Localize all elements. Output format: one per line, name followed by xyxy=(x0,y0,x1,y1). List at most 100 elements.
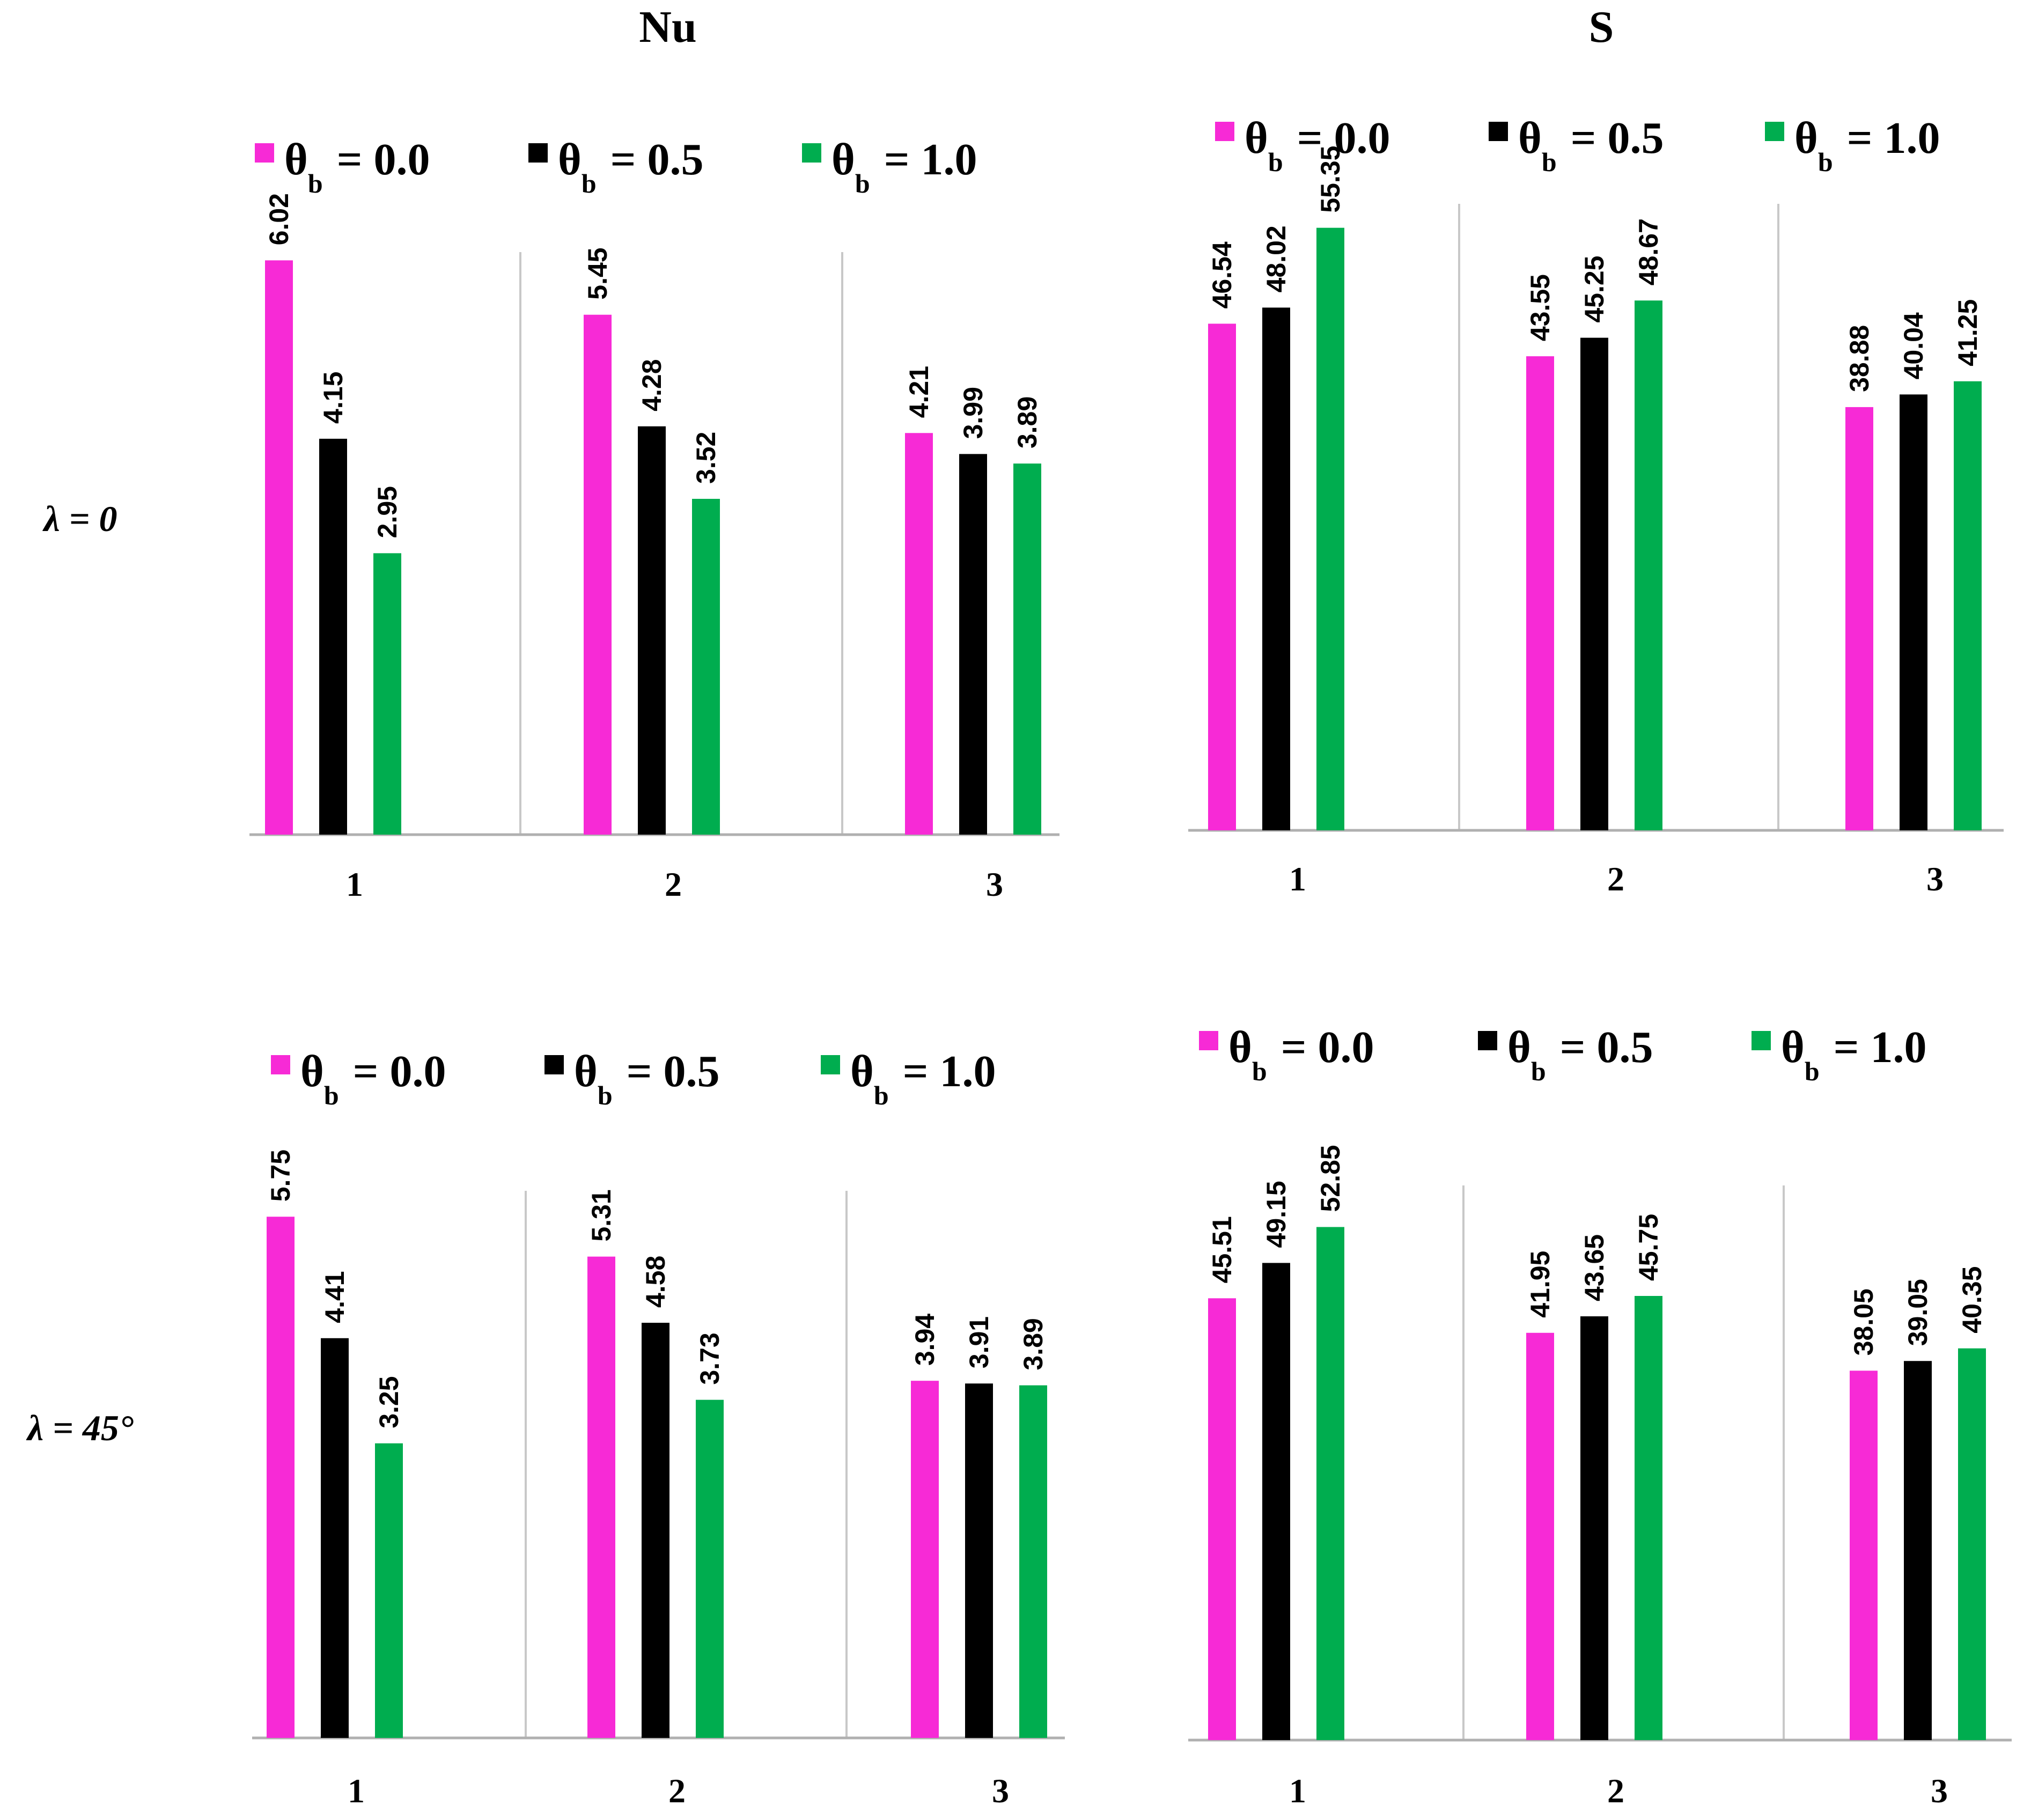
chart-nu-45-value-label-cat1-series1: 4.41 xyxy=(320,1271,350,1323)
column-title-nu: Nu xyxy=(639,2,696,52)
chart-s-45-value-label-cat3-series1: 39.05 xyxy=(1903,1279,1933,1346)
row-label-lambda-45: λ = 45° xyxy=(26,1408,134,1448)
chart-s-0-bar-cat1-series2 xyxy=(1316,227,1344,830)
chart-nu-45-bar-cat2-series0 xyxy=(587,1256,615,1738)
chart-nu-0-bar-cat1-series1 xyxy=(319,438,347,835)
chart-nu-0-value-label-cat3-series2: 3.89 xyxy=(1012,396,1042,448)
chart-s-45-bar-cat1-series2 xyxy=(1316,1227,1344,1740)
chart-nu-45-legend-label-1: θb = 0.5 xyxy=(574,1047,720,1110)
chart-s-0-value-label-cat2-series2: 48.67 xyxy=(1633,218,1664,285)
chart-s-45-bar-cat2-series1 xyxy=(1580,1316,1608,1740)
chart-s-45-value-label-cat2-series0: 41.95 xyxy=(1525,1251,1555,1318)
chart-s-0-value-label-cat2-series1: 45.25 xyxy=(1579,256,1609,323)
chart-nu-45-value-label-cat2-series0: 5.31 xyxy=(586,1189,616,1241)
chart-s-0-bar-cat2-series0 xyxy=(1526,356,1554,830)
chart-nu-0: θb = 0.0 θb = 0.5 θb = 1.0 6.02 4.15 2.95 1 5.45 4.… xyxy=(249,135,1059,903)
chart-s-45-value-label-cat1-series0: 45.51 xyxy=(1207,1216,1237,1283)
chart-nu-45-bar-cat1-series2 xyxy=(375,1443,403,1738)
chart-s-45-bar-cat1-series1 xyxy=(1262,1263,1290,1740)
row-label-lambda-0: λ = 0 xyxy=(42,498,117,539)
chart-s-0-bar-cat3-series2 xyxy=(1954,381,1982,830)
chart-nu-45-category-label-3: 3 xyxy=(992,1772,1009,1810)
chart-s-45-legend-swatch-0 xyxy=(1199,1031,1218,1050)
chart-s-0-bar-cat3-series1 xyxy=(1900,394,1927,830)
chart-nu-45-category-label-1: 1 xyxy=(348,1772,365,1810)
chart-nu-0-legend-label-2: θb = 1.0 xyxy=(831,135,977,198)
chart-s-0-legend-swatch-0 xyxy=(1215,122,1234,141)
chart-s-0-value-label-cat3-series2: 41.25 xyxy=(1953,299,1983,366)
chart-s-0-legend-swatch-1 xyxy=(1489,122,1508,141)
chart-s-45-category-label-1: 1 xyxy=(1289,1772,1306,1810)
chart-nu-0-value-label-cat2-series1: 4.28 xyxy=(637,359,667,411)
chart-s-0-bar-cat1-series0 xyxy=(1208,323,1236,830)
chart-nu-45-legend-label-0: θb = 0.0 xyxy=(300,1047,446,1110)
chart-s-45-value-label-cat3-series2: 40.35 xyxy=(1957,1266,1987,1333)
chart-nu-45-bar-cat2-series2 xyxy=(696,1399,724,1738)
chart-s-0-bar-cat3-series0 xyxy=(1845,407,1873,830)
chart-s-45-bar-cat3-series0 xyxy=(1850,1370,1878,1740)
chart-nu-45-value-label-cat1-series0: 5.75 xyxy=(266,1150,296,1202)
chart-nu-0-value-label-cat1-series1: 4.15 xyxy=(318,372,348,424)
chart-s-45-legend-label-1: θb = 0.5 xyxy=(1507,1022,1653,1086)
chart-nu-0-value-label-cat2-series0: 5.45 xyxy=(583,247,613,299)
chart-s-45-value-label-cat1-series1: 49.15 xyxy=(1261,1181,1291,1248)
chart-nu-45-legend-label-2: θb = 1.0 xyxy=(850,1047,996,1110)
chart-s-45-bar-cat2-series2 xyxy=(1635,1296,1662,1740)
chart-nu-0-bar-cat3-series0 xyxy=(905,433,933,835)
chart-nu-45-bar-cat1-series1 xyxy=(321,1338,349,1738)
chart-s-45-legend-swatch-1 xyxy=(1478,1031,1497,1050)
chart-nu-0-legend-swatch-2 xyxy=(802,143,821,163)
chart-nu-0-value-label-cat2-series2: 3.52 xyxy=(691,432,721,484)
chart-s-45: θb = 0.0 θb = 0.5 θb = 1.0 45.51 49.15 52.85 1 41.… xyxy=(1188,1022,2012,1810)
chart-nu-45-value-label-cat2-series1: 4.58 xyxy=(641,1256,671,1308)
chart-nu-0-category-label-2: 2 xyxy=(665,865,682,903)
chart-s-0-value-label-cat2-series0: 43.55 xyxy=(1525,274,1555,341)
chart-s-0-value-label-cat1-series1: 48.02 xyxy=(1261,225,1291,292)
chart-nu-0-category-label-3: 3 xyxy=(986,865,1003,903)
chart-s-0-value-label-cat3-series0: 38.88 xyxy=(1844,325,1874,392)
chart-s-45-value-label-cat2-series2: 45.75 xyxy=(1633,1214,1664,1281)
chart-s-0-value-label-cat3-series1: 40.04 xyxy=(1898,312,1929,379)
chart-s-45-legend-label-0: θb = 0.0 xyxy=(1228,1022,1374,1086)
chart-nu-0-legend-swatch-1 xyxy=(528,143,548,163)
chart-s-0: θb = 0.0 θb = 0.5 θb = 1.0 46.54 48.02 55.35 1 43.… xyxy=(1188,113,2004,898)
chart-nu-0-legend-label-0: θb = 0.0 xyxy=(284,135,430,198)
chart-nu-0-bar-cat2-series2 xyxy=(692,498,720,835)
chart-nu-0-bar-cat2-series0 xyxy=(584,314,612,835)
chart-s-0-legend-swatch-2 xyxy=(1765,122,1784,141)
chart-s-0-bar-cat2-series2 xyxy=(1635,300,1662,830)
chart-nu-0-category-label-1: 1 xyxy=(346,865,363,903)
chart-s-0-bar-cat2-series1 xyxy=(1580,337,1608,830)
chart-s-45-value-label-cat2-series1: 43.65 xyxy=(1579,1234,1609,1301)
chart-nu-0-bar-cat1-series2 xyxy=(373,553,401,835)
chart-s-45-value-label-cat3-series0: 38.05 xyxy=(1849,1288,1879,1355)
chart-nu-45-legend-swatch-2 xyxy=(821,1055,840,1074)
chart-nu-45-bar-cat3-series2 xyxy=(1019,1385,1047,1738)
chart-s-45-category-label-3: 3 xyxy=(1931,1772,1948,1810)
chart-nu-0-bar-cat3-series1 xyxy=(959,454,987,835)
chart-s-0-bar-cat1-series1 xyxy=(1262,307,1290,830)
chart-nu-0-legend-swatch-0 xyxy=(255,143,274,163)
chart-s-45-bar-cat3-series2 xyxy=(1958,1348,1986,1740)
chart-nu-0-legend-label-1: θb = 0.5 xyxy=(558,135,704,198)
chart-nu-45-value-label-cat2-series2: 3.73 xyxy=(695,1332,725,1384)
chart-panels: θb = 0.0 θb = 0.5 θb = 1.0 6.02 4.15 2.95 1 5.45 4.… xyxy=(249,113,2012,1810)
chart-nu-0-bar-cat3-series2 xyxy=(1013,463,1041,835)
chart-nu-45-bar-cat1-series0 xyxy=(267,1217,295,1738)
chart-s-0-legend-label-0: θb = 0.0 xyxy=(1245,113,1390,177)
chart-s-45-legend-label-2: θb = 1.0 xyxy=(1781,1022,1927,1086)
chart-nu-0-value-label-cat1-series0: 6.02 xyxy=(264,193,294,245)
chart-nu-45-bar-cat3-series0 xyxy=(911,1381,939,1738)
chart-s-45-category-label-2: 2 xyxy=(1607,1772,1624,1810)
chart-s-45-bar-cat3-series1 xyxy=(1904,1361,1932,1740)
chart-s-0-value-label-cat1-series0: 46.54 xyxy=(1207,241,1237,308)
chart-nu-45-bar-cat2-series1 xyxy=(642,1323,669,1738)
chart-nu-45-value-label-cat3-series0: 3.94 xyxy=(910,1314,940,1366)
chart-nu-45-bar-cat3-series1 xyxy=(965,1383,993,1738)
chart-nu-45: θb = 0.0 θb = 0.5 θb = 1.0 5.75 4.41 3.25 1 5.31 4.… xyxy=(252,1047,1065,1810)
chart-s-0-category-label-1: 1 xyxy=(1289,860,1306,898)
chart-s-0-legend-label-1: θb = 0.5 xyxy=(1518,113,1664,177)
chart-s-45-bar-cat2-series0 xyxy=(1526,1332,1554,1740)
chart-nu-45-value-label-cat3-series2: 3.89 xyxy=(1018,1318,1048,1370)
